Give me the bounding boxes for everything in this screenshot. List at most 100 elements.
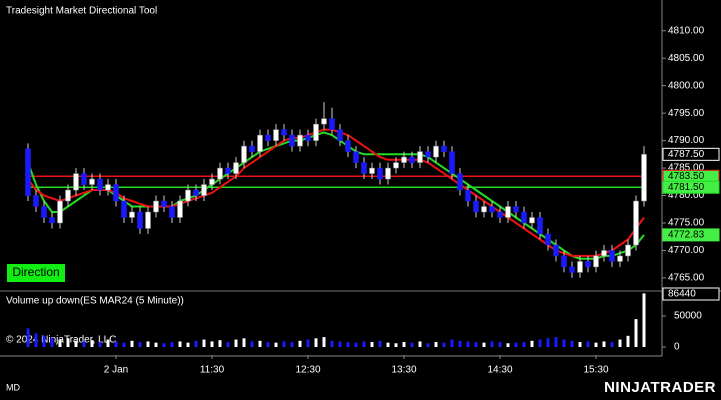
volume-bar — [626, 335, 630, 348]
volume-bar — [458, 340, 462, 348]
volume-bar — [410, 342, 414, 348]
volume-bar — [330, 340, 334, 348]
y-tick-label: 4800.00 — [668, 80, 705, 91]
volume-bar — [570, 340, 574, 348]
volume-title: Volume up down(ES MAR24 (5 Minute)) — [6, 296, 184, 307]
candle-body — [161, 200, 167, 207]
volume-bar — [282, 341, 286, 348]
candle-body — [425, 151, 431, 158]
volume-bar — [322, 337, 326, 348]
volume-bar — [482, 342, 486, 348]
last-volume-label: 86440 — [668, 289, 696, 300]
volume-bar — [554, 337, 558, 348]
candle-body — [369, 167, 375, 174]
candle-body — [249, 145, 255, 152]
volume-bar — [306, 339, 310, 348]
volume-y-tick-label: 50000 — [674, 311, 702, 322]
volume-bar — [170, 342, 174, 348]
candle-body — [529, 217, 535, 224]
candle-body — [569, 266, 575, 273]
candle-body — [169, 206, 175, 218]
volume-bar — [634, 319, 638, 348]
candle-body — [113, 184, 119, 202]
candle-body — [457, 173, 463, 191]
volume-bar — [578, 342, 582, 348]
volume-bar — [594, 342, 598, 348]
candle-body — [441, 145, 447, 152]
volume-bar — [378, 340, 382, 348]
chart-title: Tradesight Market Directional Tool — [6, 6, 157, 17]
volume-bar — [146, 341, 150, 348]
candle-body — [305, 134, 311, 141]
candle-body — [209, 178, 215, 185]
x-tick-label: 12:30 — [295, 365, 320, 376]
candle-body — [57, 200, 63, 224]
candle-body — [585, 261, 591, 268]
volume-bar — [98, 342, 102, 348]
volume-bar — [50, 337, 54, 348]
candle-body — [289, 134, 295, 147]
volume-bar — [362, 341, 366, 348]
volume-bar — [106, 339, 110, 348]
candle-body — [185, 189, 191, 202]
candle-body — [497, 211, 503, 218]
candle-body — [297, 134, 303, 147]
candle-body — [601, 250, 607, 257]
y-tick-label: 4785.00 — [668, 163, 705, 174]
y-tick-label: 4775.00 — [668, 218, 705, 229]
volume-bar — [138, 342, 142, 348]
candle-body — [241, 145, 247, 163]
volume-bar — [130, 340, 134, 348]
green-line-end-label: 4772.83 — [668, 230, 705, 241]
volume-bar — [434, 342, 438, 348]
volume-y-tick-label: 0 — [674, 342, 680, 353]
candle-body — [217, 167, 223, 180]
candle-body — [545, 233, 551, 246]
volume-bar — [26, 328, 30, 348]
candle-body — [273, 129, 279, 141]
volume-bar — [34, 333, 38, 348]
status: MD — [6, 382, 20, 392]
candle-body — [225, 167, 231, 174]
volume-bar — [490, 341, 494, 348]
candle-body — [617, 255, 623, 262]
volume-bar — [82, 341, 86, 348]
volume-bar — [346, 342, 350, 348]
candle-body — [577, 261, 583, 273]
volume-bar — [354, 342, 358, 348]
volume-bar — [642, 293, 646, 348]
candle-body — [377, 167, 383, 180]
candle-body — [313, 123, 319, 141]
candle-body — [33, 195, 39, 207]
volume-bar — [442, 342, 446, 348]
last-price-label: 4787.50 — [668, 149, 705, 160]
candle-body — [401, 156, 407, 163]
volume-bar — [290, 342, 294, 348]
candle-body — [337, 129, 343, 141]
volume-bar — [298, 340, 302, 348]
volume-bar — [586, 341, 590, 348]
candle-body — [609, 250, 615, 262]
y-tick-label: 4810.00 — [668, 25, 705, 36]
candle-body — [89, 178, 95, 185]
candle-body — [353, 151, 359, 163]
candle-body — [449, 151, 455, 174]
volume-bar — [338, 341, 342, 348]
volume-bar — [618, 339, 622, 348]
volume-bar — [466, 341, 470, 348]
candle-body — [25, 148, 31, 196]
direction-badge: Direction — [12, 265, 59, 279]
volume-bar — [530, 340, 534, 348]
candle-body — [505, 206, 511, 218]
volume-bar — [74, 340, 78, 348]
candle-body — [129, 211, 135, 218]
candle-body — [641, 154, 647, 202]
candle-body — [105, 184, 111, 191]
candle-body — [345, 140, 351, 152]
volume-bar — [522, 342, 526, 348]
candle-body — [65, 189, 71, 202]
volume-bar — [42, 335, 46, 348]
x-tick-label: 2 Jan — [104, 365, 128, 376]
x-tick-label: 11:30 — [200, 365, 225, 376]
x-tick-label: 13:30 — [391, 365, 416, 376]
